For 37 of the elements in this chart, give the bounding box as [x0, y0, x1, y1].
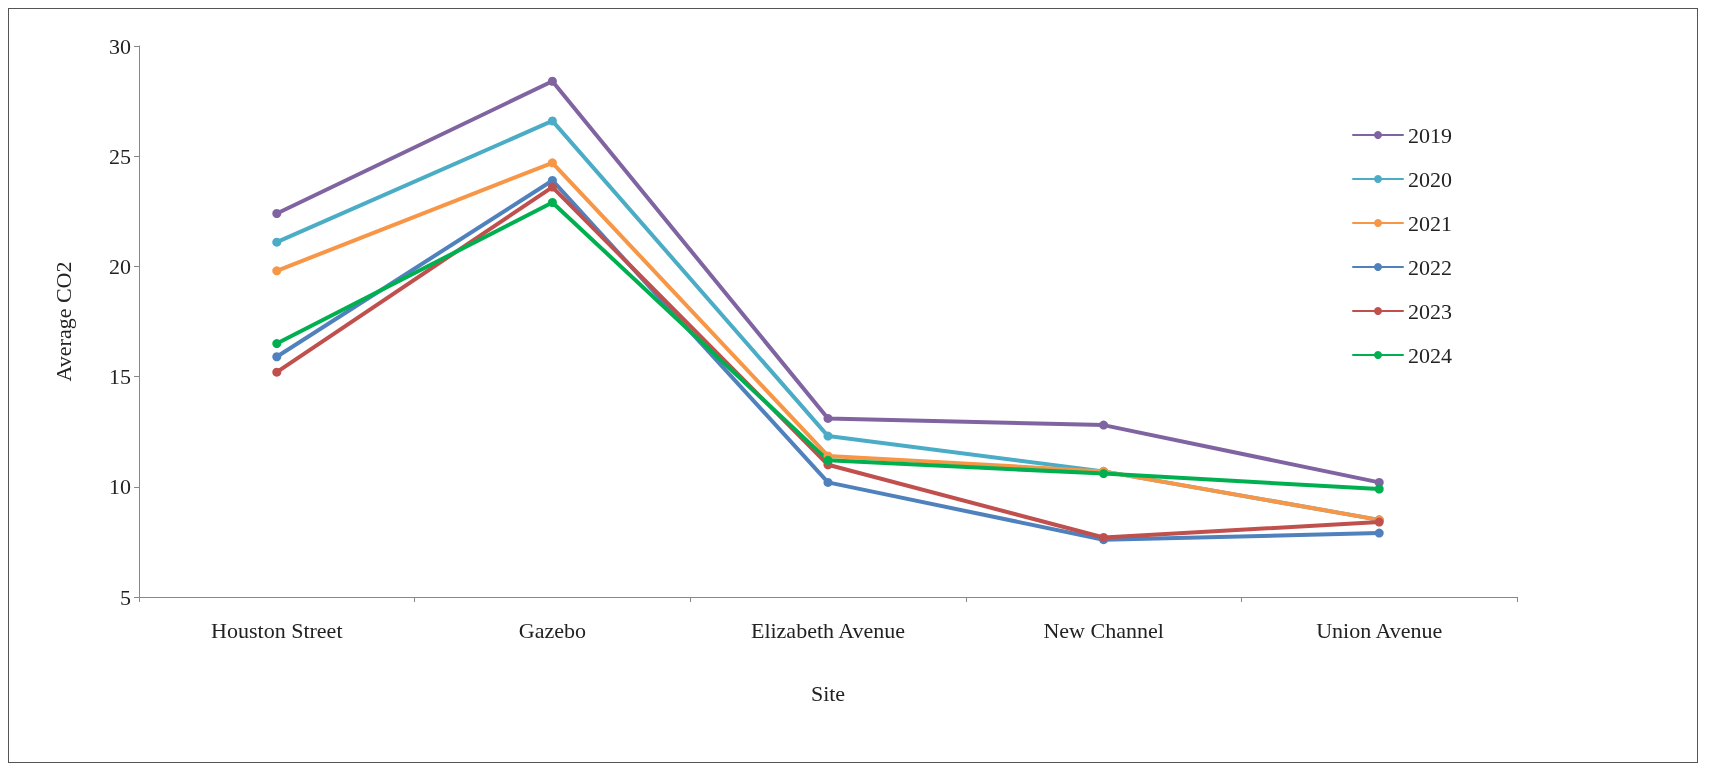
y-axis-title: Average CO2: [50, 261, 76, 382]
point: [272, 367, 282, 377]
legend-label: 2021: [1408, 210, 1452, 236]
x-tick-label: Gazebo: [518, 617, 586, 643]
point: [1374, 528, 1384, 538]
y-tick-label: 10: [109, 474, 131, 500]
y-tick-label: 15: [109, 364, 131, 390]
y-tick-label: 5: [120, 584, 131, 610]
legend-label: 2020: [1408, 166, 1452, 192]
point: [547, 182, 557, 192]
legend-label: 2022: [1408, 254, 1452, 280]
point: [547, 116, 557, 126]
point: [272, 209, 282, 218]
point: [272, 266, 282, 276]
point: [823, 477, 833, 487]
point: [272, 339, 282, 349]
legend-label: 2023: [1408, 298, 1452, 324]
point: [823, 431, 833, 441]
point: [547, 158, 557, 168]
point: [272, 237, 282, 247]
x-tick-label: Elizabeth Avenue: [750, 617, 906, 643]
x-tick-label: Houston Street: [211, 617, 343, 643]
y-tick-label: 25: [109, 143, 131, 169]
point: [1374, 484, 1384, 494]
point: [823, 413, 833, 423]
legend-label: 2019: [1408, 122, 1452, 148]
x-axis-title: Site: [810, 680, 846, 706]
y-tick-label: 30: [109, 33, 131, 59]
point: [1099, 420, 1109, 430]
point: [272, 352, 282, 362]
point: [547, 76, 557, 86]
legend-label: 2024: [1408, 342, 1452, 368]
y-tick-label: 20: [109, 253, 131, 279]
point: [547, 197, 557, 207]
x-tick-label: Union Avenue: [1316, 617, 1443, 643]
point: [823, 455, 833, 465]
x-tick-label: New Channel: [1043, 617, 1164, 643]
